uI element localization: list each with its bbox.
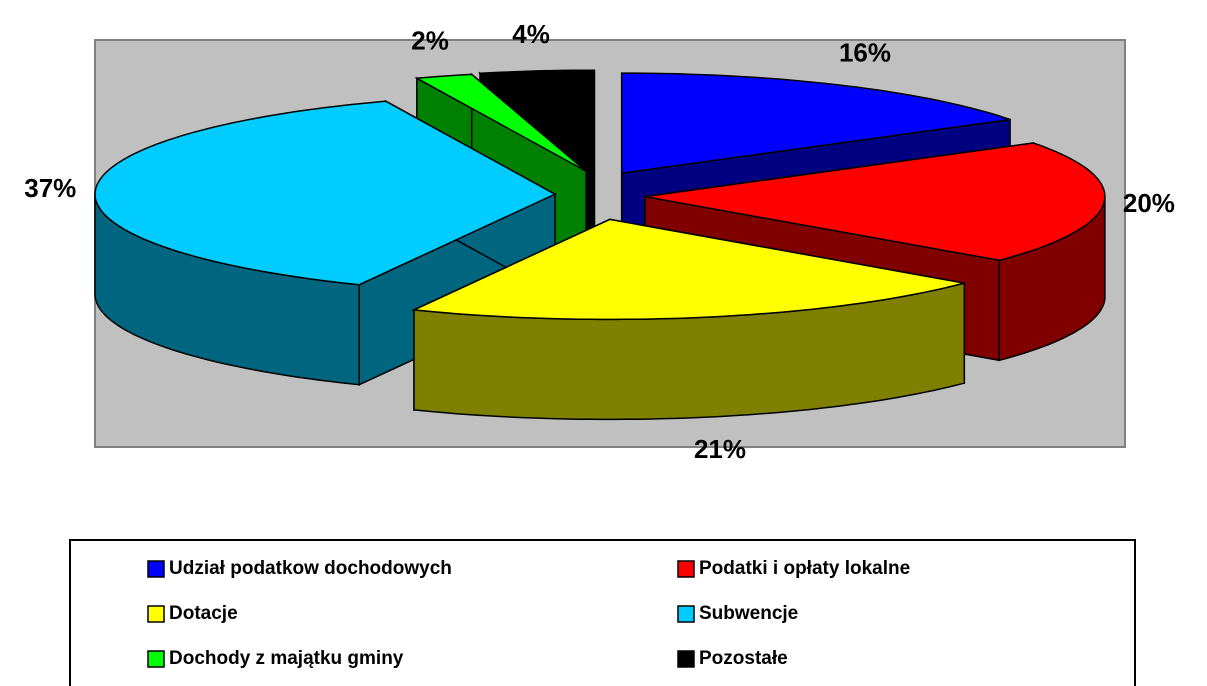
slice-top <box>478 69 596 172</box>
data-label: 2% <box>411 26 449 56</box>
legend-swatch <box>677 650 695 668</box>
legend-swatch <box>677 605 695 623</box>
legend-label: Subwencje <box>699 603 798 624</box>
data-label: 16% <box>839 38 891 68</box>
slice-top <box>620 72 1011 174</box>
legend-label: Podatki i opłaty lokalne <box>699 558 910 579</box>
legend-label: Dotacje <box>169 603 238 624</box>
pie-slice <box>411 218 966 421</box>
data-label: 4% <box>512 19 550 49</box>
data-label: 21% <box>694 434 746 464</box>
slice-top <box>411 218 965 321</box>
legend-swatch <box>677 560 695 578</box>
legend-swatch <box>147 560 165 578</box>
legend-label: Dochody z majątku gminy <box>169 648 404 669</box>
slice-top <box>644 142 1106 262</box>
data-label: 20% <box>1123 188 1175 218</box>
slice-top <box>414 73 587 172</box>
legend-label: Pozostałe <box>699 648 788 669</box>
legend-label: Udział podatkow dochodowych <box>169 558 452 579</box>
legend-swatch <box>147 650 165 668</box>
legend-swatch <box>147 605 165 623</box>
data-label: 37% <box>24 173 76 203</box>
legend-box <box>69 539 1136 686</box>
slice-top <box>94 100 557 286</box>
